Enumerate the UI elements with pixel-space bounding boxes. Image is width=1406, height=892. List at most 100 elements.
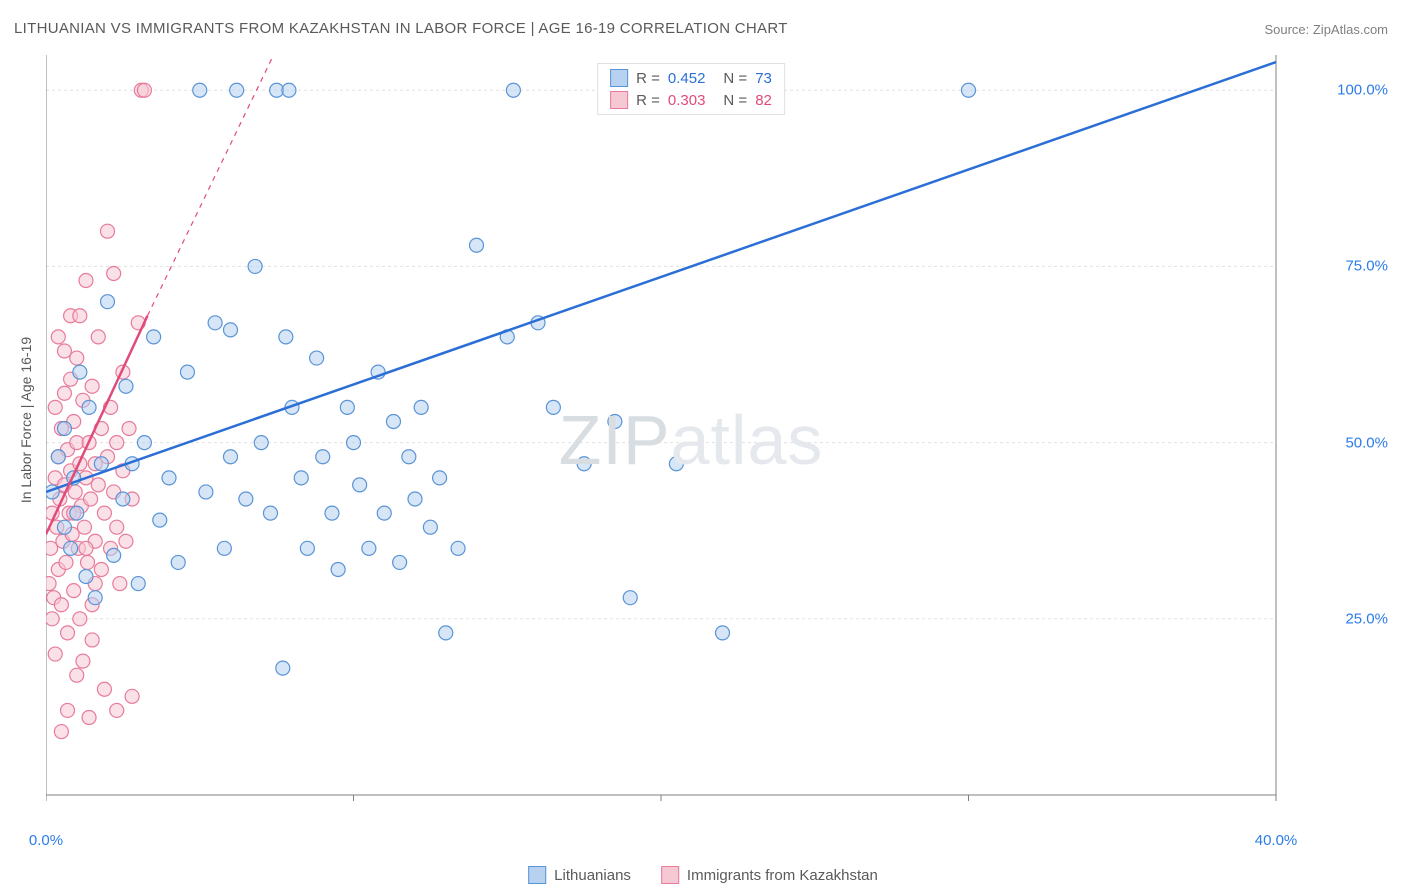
data-point <box>377 506 391 520</box>
source-label: Source: ZipAtlas.com <box>1264 22 1388 37</box>
data-point <box>623 591 637 605</box>
data-point <box>546 400 560 414</box>
legend-item: Immigrants from Kazakhstan <box>661 866 878 884</box>
data-point <box>402 450 416 464</box>
x-tick-label: 0.0% <box>29 832 63 849</box>
data-point <box>470 238 484 252</box>
legend-r-value: 0.303 <box>668 92 706 109</box>
data-point <box>224 323 238 337</box>
data-point <box>386 414 400 428</box>
legend-n-label: N = <box>723 92 747 109</box>
data-point <box>68 485 82 499</box>
data-point <box>101 295 115 309</box>
data-point <box>119 379 133 393</box>
data-point <box>101 224 115 238</box>
legend-row: R = 0.303 N = 82 <box>598 89 784 111</box>
data-point <box>70 506 84 520</box>
data-point <box>451 541 465 555</box>
data-point <box>347 436 361 450</box>
legend-swatch <box>610 91 628 109</box>
data-point <box>82 400 96 414</box>
data-point <box>116 492 130 506</box>
data-point <box>239 492 253 506</box>
data-point <box>716 626 730 640</box>
data-point <box>110 703 124 717</box>
data-point <box>248 259 262 273</box>
data-point <box>91 478 105 492</box>
data-point <box>414 400 428 414</box>
legend-swatch <box>528 866 546 884</box>
data-point <box>316 450 330 464</box>
data-point <box>91 330 105 344</box>
data-point <box>137 83 151 97</box>
data-point <box>125 689 139 703</box>
data-point <box>76 654 90 668</box>
data-point <box>282 83 296 97</box>
data-point <box>131 577 145 591</box>
data-point <box>137 436 151 450</box>
data-point <box>88 591 102 605</box>
data-point <box>46 577 56 591</box>
data-point <box>279 330 293 344</box>
legend-swatch <box>610 69 628 87</box>
data-point <box>107 548 121 562</box>
data-point <box>59 555 73 569</box>
data-point <box>506 83 520 97</box>
data-point <box>70 351 84 365</box>
data-point <box>962 83 976 97</box>
data-point <box>224 450 238 464</box>
data-point <box>73 365 87 379</box>
data-point <box>61 703 75 717</box>
data-point <box>122 422 136 436</box>
data-point <box>217 541 231 555</box>
legend-r-label: R = <box>636 70 660 87</box>
legend-swatch <box>661 866 679 884</box>
y-tick-label: 75.0% <box>1345 258 1388 275</box>
scatter-plot <box>46 55 1336 825</box>
data-point <box>107 266 121 280</box>
data-point <box>199 485 213 499</box>
data-point <box>423 520 437 534</box>
data-point <box>254 436 268 450</box>
data-point <box>61 626 75 640</box>
data-point <box>230 83 244 97</box>
data-point <box>110 520 124 534</box>
data-point <box>64 541 78 555</box>
legend-n-value: 82 <box>755 92 772 109</box>
x-tick-label: 40.0% <box>1255 832 1298 849</box>
series-legend: Lithuanians Immigrants from Kazakhstan <box>528 866 878 884</box>
legend-label: Lithuanians <box>554 867 631 884</box>
data-point <box>180 365 194 379</box>
data-point <box>433 471 447 485</box>
data-point <box>171 555 185 569</box>
data-point <box>208 316 222 330</box>
data-point <box>263 506 277 520</box>
data-point <box>193 83 207 97</box>
legend-row: R =0.452N =73 <box>598 67 784 89</box>
data-point <box>48 647 62 661</box>
data-point <box>147 330 161 344</box>
data-point <box>97 506 111 520</box>
y-tick-label: 25.0% <box>1345 610 1388 627</box>
data-point <box>276 661 290 675</box>
data-point <box>54 598 68 612</box>
trend-line <box>46 62 1276 492</box>
data-point <box>408 492 422 506</box>
data-point <box>84 492 98 506</box>
data-point <box>73 612 87 626</box>
data-point <box>67 584 81 598</box>
data-point <box>393 555 407 569</box>
data-point <box>54 725 68 739</box>
legend-r-label: R = <box>636 92 660 109</box>
data-point <box>97 682 111 696</box>
legend-r-value: 0.452 <box>668 70 706 87</box>
data-point <box>94 457 108 471</box>
data-point <box>57 422 71 436</box>
data-point <box>51 450 65 464</box>
data-point <box>153 513 167 527</box>
data-point <box>46 612 59 626</box>
data-point <box>79 274 93 288</box>
data-point <box>70 668 84 682</box>
correlation-legend: R =0.452N =73R =0.303N =82 <box>597 63 785 115</box>
data-point <box>85 379 99 393</box>
